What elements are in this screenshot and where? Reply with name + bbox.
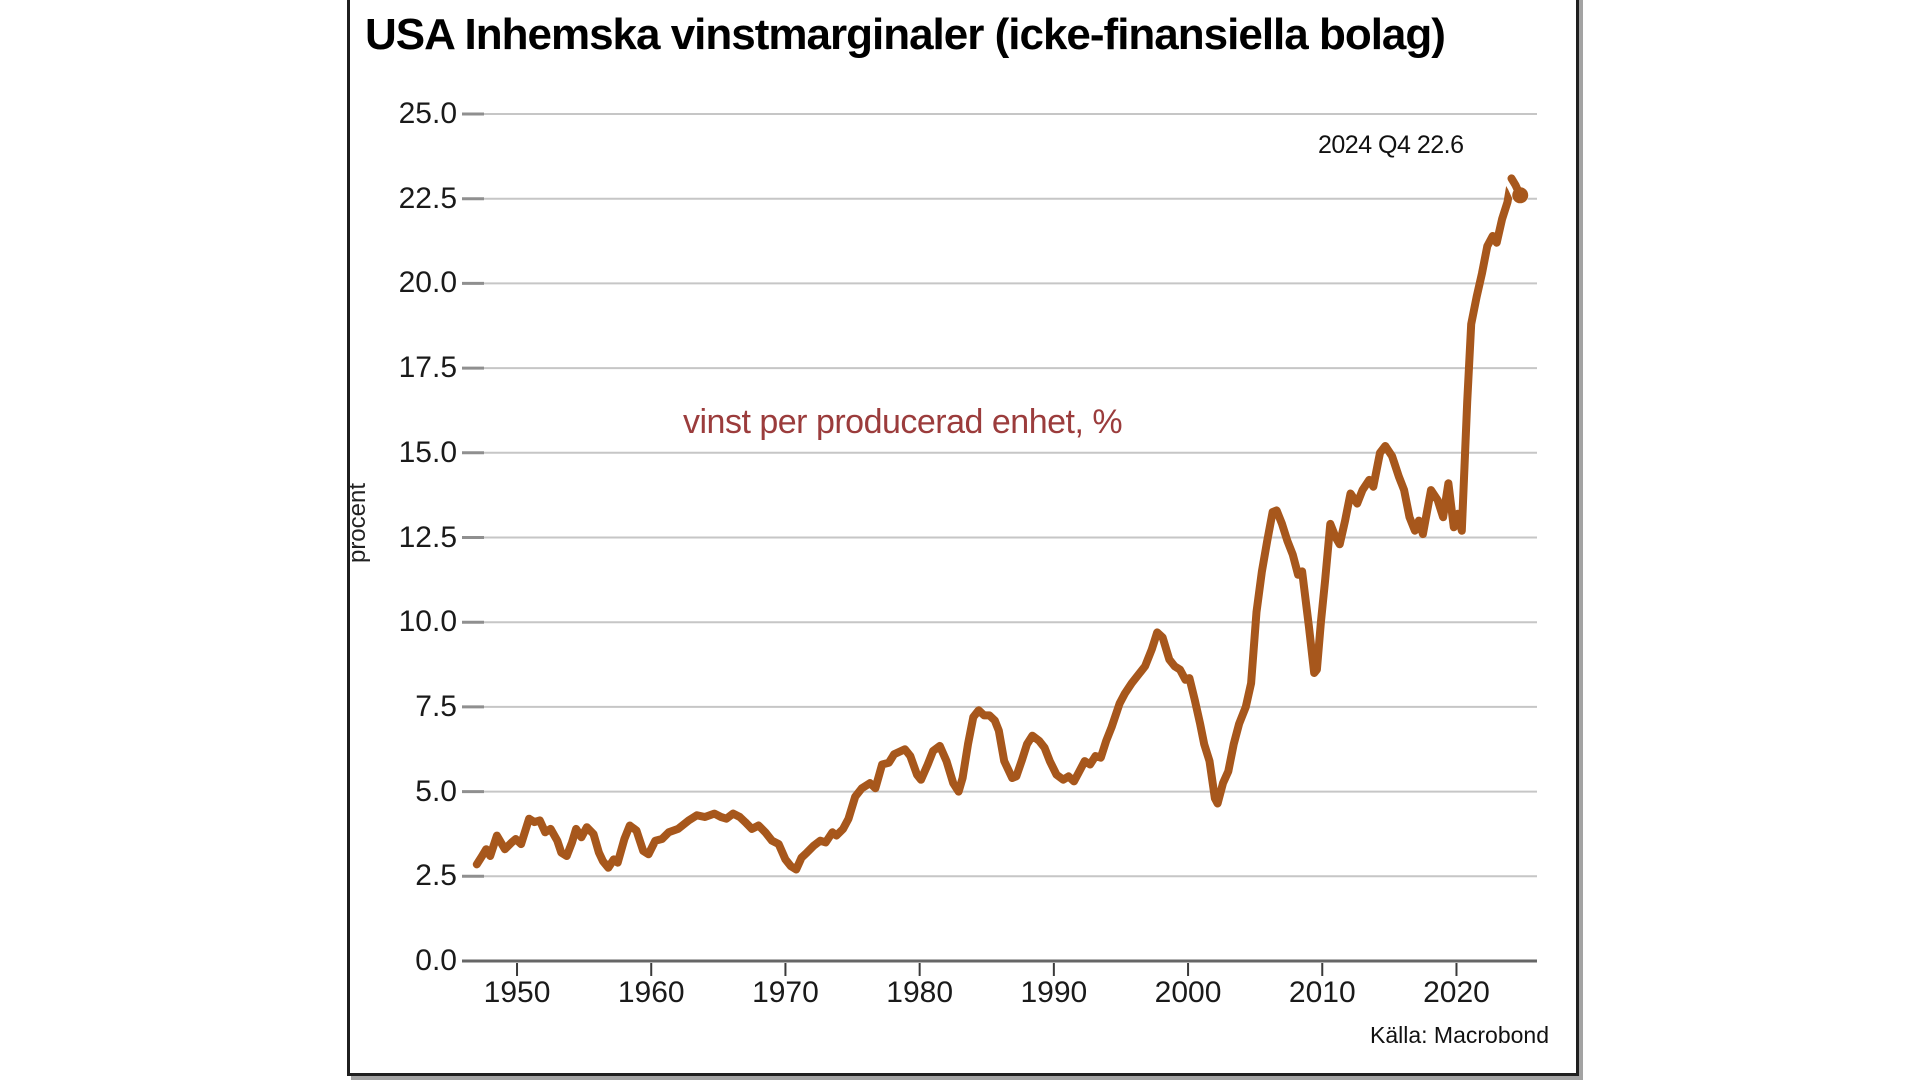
x-tick-label: 1990 [1020, 976, 1088, 1009]
y-tick-label: 5.0 [415, 774, 457, 808]
y-tick-label: 22.5 [398, 181, 457, 215]
y-tick-label: 15.0 [398, 435, 457, 469]
x-tick-label: 1960 [617, 976, 685, 1009]
y-tick-label: 25.0 [398, 97, 457, 130]
y-tick-label: 10.0 [398, 605, 457, 639]
y-tick-label: 17.5 [398, 351, 457, 385]
x-tick-label: 2010 [1288, 976, 1356, 1009]
series-label: vinst per producerad enhet, % [683, 403, 1123, 441]
chart-panel-frame [347, 0, 1579, 1076]
last-value-annotation: 2024 Q4 22.6 [1318, 131, 1464, 159]
y-tick-label: 12.5 [398, 520, 457, 554]
y-axis-title: procent [344, 482, 371, 564]
x-tick-label: 2020 [1423, 976, 1490, 1009]
y-tick-label: 0.0 [415, 944, 457, 977]
y-tick-label: 7.5 [415, 689, 457, 723]
source-attribution: Källa: Macrobond [1370, 1022, 1549, 1048]
x-tick-label: 1970 [752, 976, 819, 1009]
y-tick-label: 20.0 [398, 266, 457, 300]
x-tick-label: 2000 [1154, 976, 1222, 1009]
chart-title: USA Inhemska vinstmarginaler (icke-finan… [365, 10, 1446, 59]
y-tick-label: 2.5 [415, 859, 457, 893]
x-tick-label: 1950 [483, 976, 551, 1009]
x-tick-label: 1980 [886, 976, 954, 1009]
